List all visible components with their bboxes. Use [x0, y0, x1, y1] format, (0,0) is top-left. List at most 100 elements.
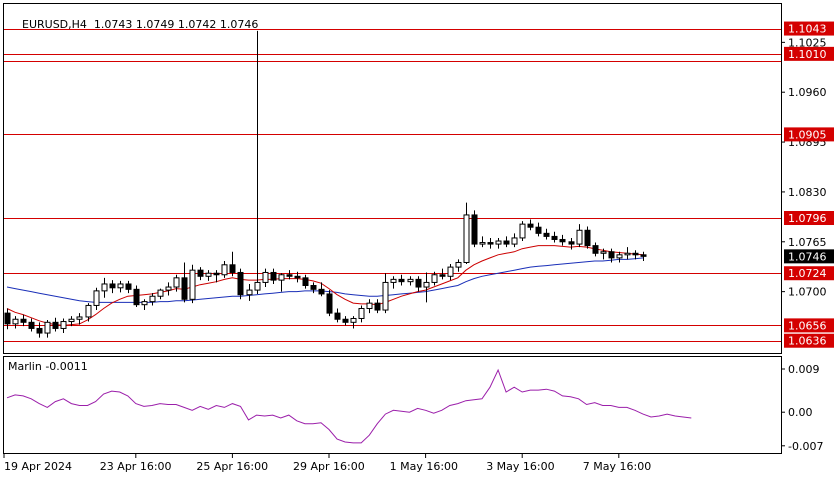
candle [568, 237, 575, 250]
candle-body-up [382, 281, 389, 311]
candle-body-down [213, 272, 220, 276]
time-tick-label: 19 Apr 2024 [4, 460, 72, 473]
candle [447, 264, 454, 281]
candle [173, 274, 180, 292]
candle-body-down [608, 251, 615, 259]
candle [407, 276, 414, 286]
candle-body-up [407, 278, 414, 283]
level-label-box [784, 46, 834, 61]
candle [511, 233, 518, 248]
candle [479, 236, 486, 248]
candle [109, 280, 116, 294]
candle-body-down [568, 241, 575, 245]
candle [101, 277, 108, 298]
candle-body-up [495, 240, 502, 245]
candle [559, 234, 566, 246]
candle-body-down [415, 278, 422, 288]
candle-body-down [318, 288, 325, 295]
candle-body-up [455, 261, 462, 268]
price-tick-label: 1.1025 [788, 36, 827, 49]
candle [52, 317, 59, 332]
candle [358, 305, 365, 323]
candle-body-down [28, 321, 35, 329]
candle [157, 288, 164, 300]
time-tick-label: 23 Apr 16:00 [100, 460, 172, 473]
candle-body-down [286, 274, 293, 277]
candle [439, 268, 446, 280]
candle [44, 320, 51, 338]
candle-body-down [237, 271, 244, 296]
level-label-box [784, 211, 834, 226]
candle-body-down [342, 318, 349, 323]
candle-body-up [165, 286, 172, 291]
candle [334, 308, 341, 323]
chart-title: EURUSD,H4 1.0743 1.0749 1.0742 1.0746 [8, 5, 258, 44]
osc-tick-label: 0.00 [788, 406, 813, 419]
candle [133, 285, 140, 307]
candle [36, 322, 43, 338]
candle [398, 274, 405, 286]
level-label: 1.1010 [788, 48, 827, 61]
candle-body-up [12, 318, 19, 325]
candle-body-up [149, 295, 156, 303]
candle [326, 290, 333, 317]
candle [390, 276, 397, 289]
candle [165, 282, 172, 296]
candle [519, 221, 526, 242]
candle-body-up [576, 229, 583, 245]
candle-body-up [246, 289, 253, 296]
candle-body-up [447, 266, 454, 277]
candle-body-up [479, 242, 486, 245]
candle-body-up [221, 264, 228, 276]
candle-body-up [519, 223, 526, 239]
candle [141, 299, 148, 311]
candle-body-up [68, 318, 75, 323]
candle-body-up [189, 269, 196, 300]
candle-body-down [439, 274, 446, 277]
current-price-label: 1.0746 [788, 250, 827, 263]
candle-body-up [366, 302, 373, 310]
candle [254, 30, 261, 294]
candle-body-up [60, 321, 67, 329]
candle-body-down [551, 235, 558, 240]
oscillator-series [6, 368, 692, 444]
level-label: 1.0905 [788, 128, 827, 141]
candle [60, 318, 67, 334]
candle-body-up [431, 274, 438, 283]
candle [600, 248, 607, 260]
candle [229, 251, 236, 277]
candle [463, 202, 470, 265]
candle [318, 282, 325, 297]
candle-body-down [197, 269, 204, 277]
candle-body-down [133, 288, 140, 306]
candle-body-up [93, 290, 100, 306]
candle-body-down [640, 254, 647, 257]
candle [270, 268, 277, 284]
candle [310, 282, 317, 294]
candle-body-down [487, 242, 494, 245]
candle-body-down [302, 277, 309, 287]
candle-body-down [334, 312, 341, 320]
candle [294, 271, 301, 283]
candle [382, 273, 389, 314]
oscillator-axis: 0.009 0.00 -0.007 [781, 363, 823, 453]
candle-body-up [350, 317, 357, 323]
candle-body-down [36, 327, 43, 334]
ohlc-readout: 1.0743 1.0749 1.0742 1.0746 [93, 18, 259, 31]
candle [608, 248, 615, 263]
candle [302, 274, 309, 289]
candle [535, 222, 542, 237]
level-label: 1.0796 [788, 212, 827, 225]
candle [197, 267, 204, 281]
candle-body-down [4, 312, 11, 325]
price-tick-label: 1.0830 [788, 186, 827, 199]
candle-body-down [125, 283, 132, 290]
ma-slow-line [6, 257, 644, 303]
candle [181, 262, 188, 303]
level-label: 1.0656 [788, 319, 827, 332]
candle-body-up [278, 274, 285, 281]
candle [278, 273, 285, 292]
time-axis: 19 Apr 2024 23 Apr 16:00 25 Apr 16:00 29 Ap… [3, 454, 651, 473]
